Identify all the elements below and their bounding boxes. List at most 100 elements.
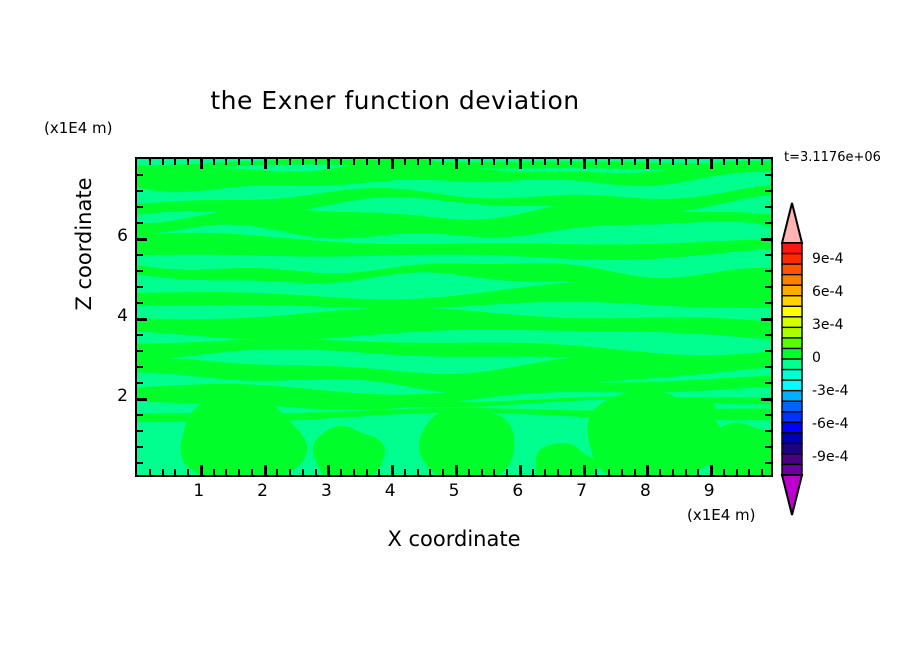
y-minor-tick xyxy=(137,366,143,368)
colorbar-segment xyxy=(781,432,803,445)
x-tick-label: 4 xyxy=(384,481,396,501)
colorbar-tick-label: 6e-4 xyxy=(812,283,844,300)
colorbar-tick-label: 0 xyxy=(812,350,821,366)
x-minor-tick-top xyxy=(442,159,445,165)
x-minor-tick xyxy=(493,469,496,475)
y-major-tick xyxy=(137,398,147,401)
x-minor-tick xyxy=(480,469,483,475)
x-major-tick-top xyxy=(263,159,267,169)
x-minor-tick xyxy=(403,469,406,475)
colorbar-segment xyxy=(781,326,803,340)
x-minor-tick-top xyxy=(352,159,355,165)
y-major-tick-right xyxy=(761,318,771,321)
x-minor-tick-top xyxy=(238,159,241,165)
x-minor-tick-top xyxy=(161,159,164,165)
x-tick-label: 7 xyxy=(576,481,587,501)
x-minor-tick xyxy=(684,469,687,475)
contour-band xyxy=(137,307,771,341)
x-minor-tick-top xyxy=(748,159,751,165)
x-major-tick xyxy=(582,465,586,475)
y-minor-tick-right xyxy=(765,174,771,176)
x-minor-tick xyxy=(301,469,304,475)
contour-band xyxy=(137,232,771,260)
y-minor-tick xyxy=(137,430,143,432)
x-minor-tick-top xyxy=(225,159,228,165)
x-minor-tick xyxy=(633,469,636,475)
contour-band xyxy=(137,351,771,396)
contour-band xyxy=(137,159,771,193)
y-minor-tick xyxy=(137,414,143,416)
contour-blob xyxy=(768,433,771,467)
y-axis-unit-label: (x1E4 m) xyxy=(44,119,113,137)
x-tick-label: 1 xyxy=(193,481,205,501)
x-minor-tick-top xyxy=(148,159,151,165)
x-minor-tick xyxy=(416,469,419,475)
y-minor-tick-right xyxy=(765,382,771,384)
colorbar-segment xyxy=(781,284,803,298)
colorbar-segment xyxy=(781,337,803,350)
colorbar-under-arrow xyxy=(780,474,804,516)
x-tick-label: 3 xyxy=(320,481,332,501)
y-tick-label: 4 xyxy=(117,306,128,326)
x-minor-tick-top xyxy=(595,159,598,165)
x-minor-tick-top xyxy=(531,159,534,165)
x-minor-tick xyxy=(722,469,725,475)
x-minor-tick xyxy=(569,469,572,475)
y-tick-label: 2 xyxy=(117,386,128,406)
x-minor-tick xyxy=(697,469,700,475)
x-minor-tick xyxy=(531,469,534,475)
contour-blob xyxy=(703,422,771,475)
y-minor-tick xyxy=(137,190,143,192)
x-minor-tick-top xyxy=(620,159,623,165)
y-minor-tick xyxy=(137,174,143,176)
y-minor-tick xyxy=(137,286,143,288)
colorbar-segment xyxy=(781,273,803,287)
page-title: the Exner function deviation xyxy=(210,86,580,115)
x-axis-unit-label: (x1E4 m) xyxy=(687,506,756,524)
x-minor-tick xyxy=(659,469,662,475)
colorbar-segment xyxy=(781,421,803,435)
colorbar-segment xyxy=(781,368,803,382)
x-minor-tick xyxy=(250,469,253,475)
y-minor-tick xyxy=(137,270,143,272)
x-major-tick xyxy=(646,465,650,475)
x-minor-tick-top xyxy=(557,159,560,165)
contour-field xyxy=(137,159,771,475)
y-major-tick-right xyxy=(761,238,771,241)
y-minor-tick xyxy=(137,222,143,224)
x-minor-tick xyxy=(506,469,509,475)
x-major-tick-top xyxy=(710,159,714,169)
colorbar-segment xyxy=(781,389,803,403)
x-minor-tick-top xyxy=(684,159,687,165)
contour-blob xyxy=(312,425,385,475)
x-tick-label: 5 xyxy=(448,481,460,501)
x-minor-tick-top xyxy=(761,159,764,165)
x-minor-tick xyxy=(761,469,764,475)
timestamp-annotation: t=3.1176e+06 xyxy=(784,150,881,165)
x-minor-tick xyxy=(148,469,151,475)
x-minor-tick-top xyxy=(429,159,432,165)
x-minor-tick-top xyxy=(506,159,509,165)
x-major-tick-top xyxy=(518,159,522,169)
y-minor-tick xyxy=(137,446,143,448)
x-major-tick xyxy=(710,465,714,475)
x-minor-tick xyxy=(429,469,432,475)
x-axis-title: X coordinate xyxy=(387,527,521,551)
x-minor-tick xyxy=(442,469,445,475)
x-minor-tick-top xyxy=(378,159,381,165)
y-minor-tick xyxy=(137,350,143,352)
x-major-tick-top xyxy=(391,159,395,169)
y-major-tick xyxy=(137,318,147,321)
x-minor-tick xyxy=(671,469,674,475)
colorbar-segment xyxy=(781,316,803,329)
contour-band xyxy=(137,280,771,309)
y-tick-label: 6 xyxy=(117,226,128,246)
y-minor-tick-right xyxy=(765,302,771,304)
y-axis-title: Z coordinate xyxy=(72,177,96,311)
x-major-tick-top xyxy=(455,159,458,169)
y-minor-tick xyxy=(137,334,143,336)
x-minor-tick xyxy=(748,469,751,475)
contour-band xyxy=(137,159,771,171)
x-minor-tick-top xyxy=(340,159,343,165)
